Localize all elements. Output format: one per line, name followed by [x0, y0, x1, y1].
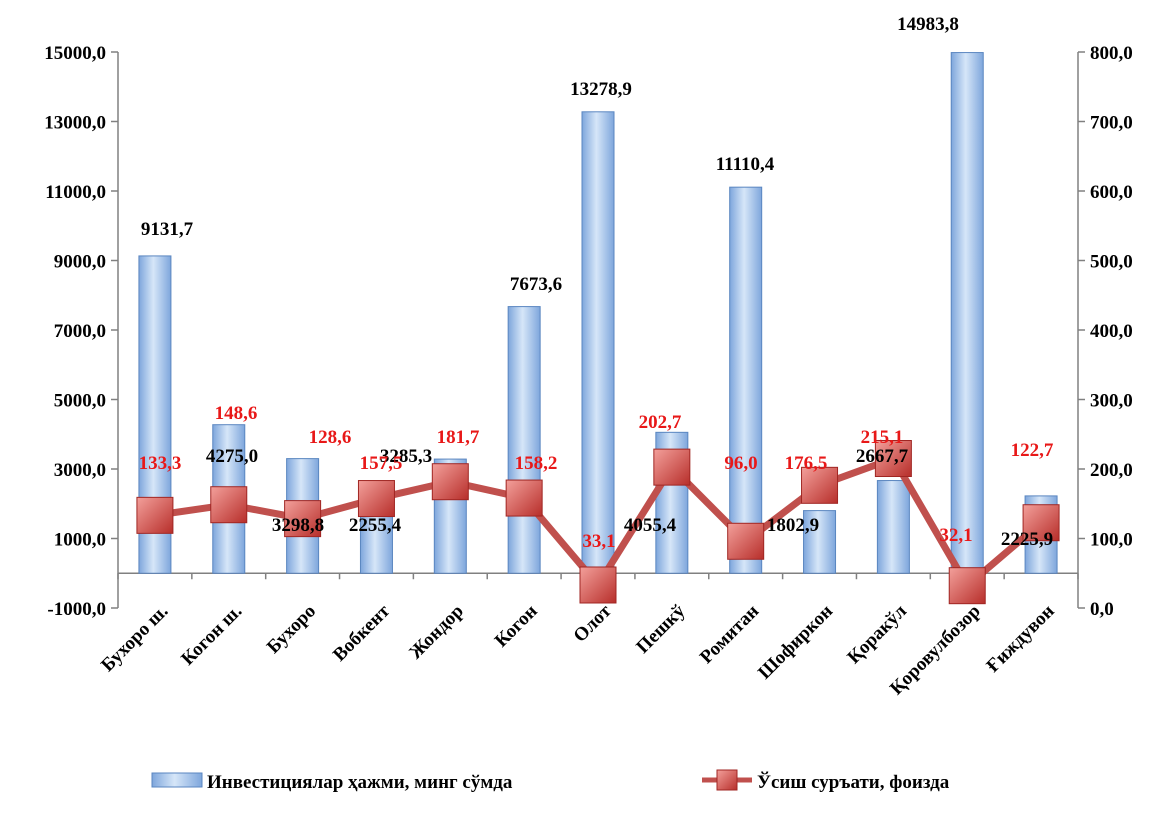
line-marker: [357, 480, 395, 518]
legend: Инвестициялар ҳажми, минг сўмда Ўсиш сур…: [151, 769, 950, 793]
right-tick-label: 800,0: [1090, 43, 1133, 64]
category-label: Ромитан: [696, 601, 763, 668]
line-marker: [210, 486, 248, 524]
bar-data-label: 3298,8: [272, 515, 324, 536]
bar-data-label: 9131,7: [141, 219, 194, 240]
line-marker: [727, 522, 765, 560]
left-tick-label: 5000,0: [54, 391, 106, 412]
right-tick-label: 0,0: [1090, 599, 1114, 620]
line-data-label: 133,3: [139, 453, 182, 474]
right-tick-label: 500,0: [1090, 252, 1133, 273]
right-tick-label: 100,0: [1090, 530, 1133, 551]
legend-bar-label: Инвестициялар ҳажми, минг сўмда: [207, 772, 513, 793]
category-label: Бухоро ш.: [97, 601, 172, 676]
line-data-label: 215,1: [861, 427, 904, 448]
bar-data-label: 2225,9: [1001, 529, 1053, 550]
legend-line-label: Ўсиш суръати, фоизда: [757, 771, 950, 793]
bar-data-label: 14983,8: [897, 14, 959, 35]
category-label: Когон ш.: [177, 601, 246, 670]
line-data-label: 181,7: [437, 427, 480, 448]
left-tick-label: -1000,0: [47, 599, 106, 620]
legend-bar-swatch: [151, 772, 203, 788]
left-tick-label: 9000,0: [54, 252, 106, 273]
line-data-label: 33,1: [582, 531, 615, 552]
bar-data-label: 7673,6: [510, 274, 562, 295]
line-marker: [136, 496, 174, 534]
line-marker: [1022, 504, 1060, 542]
line-marker: [505, 479, 543, 517]
bar: [803, 510, 837, 574]
left-tick-label: 11000,0: [45, 182, 106, 203]
line-data-label: 32,1: [939, 525, 972, 546]
line-data-label: 96,0: [724, 453, 757, 474]
bar-data-label: 2667,7: [856, 446, 909, 467]
category-label: Жондор: [405, 601, 468, 664]
right-tick-label: 400,0: [1090, 321, 1133, 342]
left-tick-label: 13000,0: [44, 113, 106, 134]
bar-data-label: 13278,9: [570, 79, 632, 100]
bar: [876, 480, 910, 574]
category-label: Ғиждувон: [983, 601, 1059, 677]
right-tick-label: 200,0: [1090, 460, 1133, 481]
line-data-label: 148,6: [215, 403, 258, 424]
line-series: [136, 440, 1060, 605]
left-tick-label: 1000,0: [54, 530, 106, 551]
line-data-label: 202,7: [639, 412, 682, 433]
line-data-label: 128,6: [309, 427, 352, 448]
right-tick-label: 700,0: [1090, 113, 1133, 134]
bar-data-label: 11110,4: [716, 154, 775, 175]
right-tick-label: 600,0: [1090, 182, 1133, 203]
bar: [581, 111, 615, 574]
line-marker: [653, 448, 691, 486]
left-tick-label: 3000,0: [54, 460, 106, 481]
bar-data-label: 2255,4: [349, 515, 402, 536]
line-data-label: 176,5: [785, 453, 828, 474]
category-label: Бухоро: [263, 601, 320, 658]
right-tick-label: 300,0: [1090, 391, 1133, 412]
data-labels: 9131,7 4275,0 3298,8 2255,4 3285,3 7673,6 1327…: [139, 14, 1054, 552]
bar: [950, 52, 984, 574]
line-marker: [801, 466, 839, 504]
line-data-label: 157,5: [360, 453, 403, 474]
bar: [507, 306, 541, 574]
category-label: Қоракўл: [843, 600, 911, 668]
bar: [729, 186, 763, 574]
bar-data-label: 1802,9: [767, 515, 819, 536]
line-data-label: 122,7: [1011, 440, 1054, 461]
bar-data-label: 3285,3: [380, 446, 432, 467]
bar-data-label: 4055,4: [624, 515, 677, 536]
line-marker: [579, 566, 617, 604]
category-label: Шофиркон: [754, 601, 837, 684]
bar-series: [138, 52, 1058, 574]
bar-data-label: 4275,0: [206, 446, 258, 467]
line-marker: [948, 567, 986, 605]
line-marker: [431, 463, 469, 501]
left-tick-label: 7000,0: [54, 321, 106, 342]
legend-line-marker: [716, 769, 738, 791]
line-marker: [284, 500, 322, 538]
left-tick-label: 15000,0: [44, 43, 106, 64]
line-marker: [874, 440, 912, 478]
category-label: Вобкент: [329, 600, 394, 665]
category-label: Олот: [570, 600, 616, 646]
category-label: Пешкў: [632, 600, 689, 657]
category-label: Когон: [491, 601, 542, 652]
line-data-label: 158,2: [515, 453, 558, 474]
